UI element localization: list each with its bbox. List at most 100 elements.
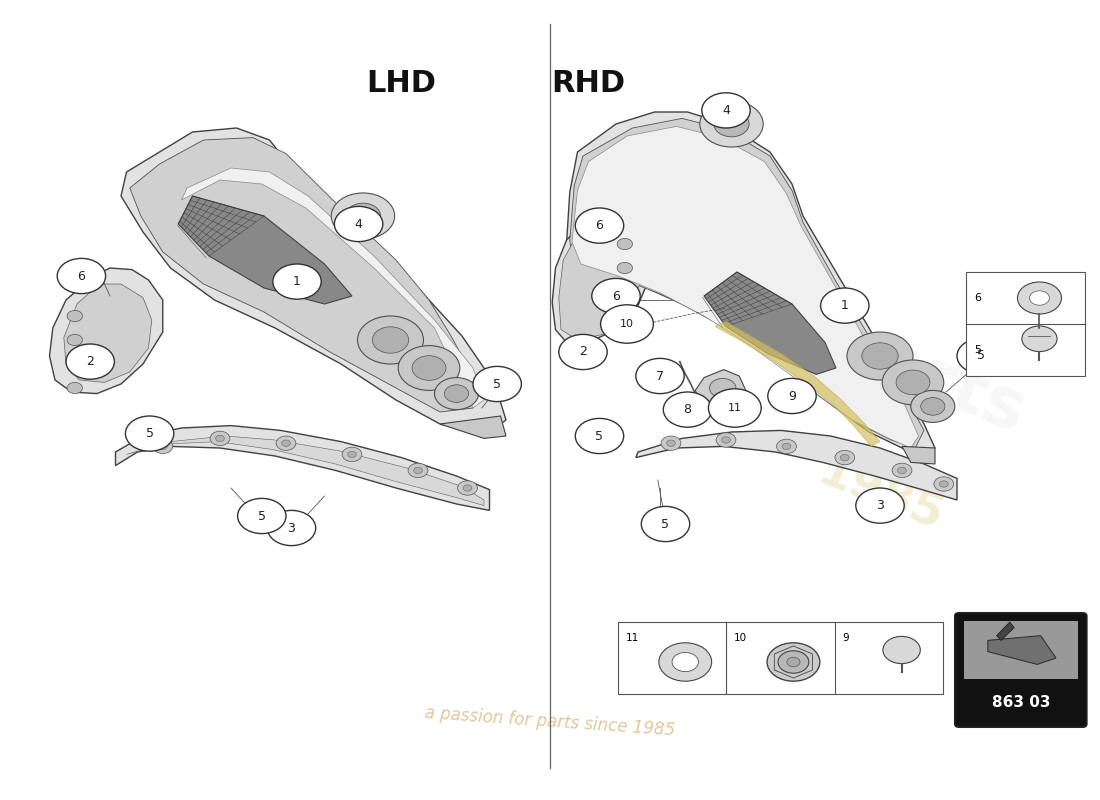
Circle shape	[708, 389, 761, 427]
Circle shape	[636, 358, 684, 394]
Circle shape	[408, 463, 428, 478]
Bar	[618, 622, 943, 694]
Circle shape	[345, 203, 381, 229]
Circle shape	[331, 193, 395, 239]
Text: 11: 11	[626, 634, 639, 643]
Circle shape	[334, 206, 383, 242]
Bar	[966, 272, 1085, 376]
Circle shape	[282, 440, 290, 446]
Polygon shape	[126, 436, 484, 506]
Text: 5: 5	[977, 350, 986, 362]
Text: 4: 4	[722, 104, 730, 117]
Text: RHD: RHD	[551, 70, 626, 98]
Circle shape	[1030, 290, 1049, 305]
Text: 6: 6	[77, 270, 86, 282]
Circle shape	[835, 450, 855, 465]
Circle shape	[862, 342, 899, 369]
Text: 6: 6	[595, 219, 604, 232]
Text: 9: 9	[788, 390, 796, 402]
Text: eurosports: eurosports	[615, 225, 1035, 447]
Circle shape	[911, 390, 955, 422]
Circle shape	[412, 356, 446, 380]
Circle shape	[921, 398, 945, 415]
Polygon shape	[902, 446, 935, 464]
Circle shape	[348, 451, 356, 458]
Text: 10: 10	[620, 319, 634, 329]
Text: 10: 10	[734, 634, 747, 643]
Text: 7: 7	[656, 370, 664, 382]
Circle shape	[710, 378, 736, 398]
Polygon shape	[572, 126, 918, 448]
Circle shape	[661, 436, 681, 450]
Polygon shape	[440, 416, 506, 438]
Text: 9: 9	[843, 634, 849, 643]
Circle shape	[238, 498, 286, 534]
Circle shape	[617, 238, 632, 250]
Polygon shape	[116, 426, 490, 510]
Polygon shape	[50, 268, 163, 394]
Circle shape	[939, 481, 948, 487]
Circle shape	[153, 439, 173, 454]
Circle shape	[66, 344, 114, 379]
Text: 5: 5	[661, 518, 670, 530]
Polygon shape	[566, 112, 935, 456]
Text: LHD: LHD	[366, 70, 437, 98]
Text: 11: 11	[728, 403, 741, 413]
Circle shape	[458, 481, 477, 495]
Circle shape	[883, 637, 921, 664]
Polygon shape	[64, 284, 152, 382]
Bar	[964, 622, 1078, 678]
Text: 2: 2	[86, 355, 95, 368]
Circle shape	[882, 360, 944, 405]
Circle shape	[892, 463, 912, 478]
Circle shape	[667, 440, 675, 446]
Polygon shape	[704, 272, 836, 374]
Text: 6: 6	[975, 293, 981, 303]
Circle shape	[1022, 326, 1057, 352]
Circle shape	[67, 310, 82, 322]
Circle shape	[663, 392, 712, 427]
Circle shape	[358, 316, 424, 364]
Circle shape	[342, 447, 362, 462]
Circle shape	[702, 93, 750, 128]
Text: 1985: 1985	[811, 450, 949, 542]
Circle shape	[659, 643, 712, 682]
Circle shape	[67, 358, 82, 370]
Text: 5: 5	[493, 378, 502, 390]
Circle shape	[158, 443, 167, 450]
Circle shape	[898, 467, 906, 474]
Circle shape	[463, 485, 472, 491]
Polygon shape	[121, 128, 506, 436]
Polygon shape	[559, 224, 643, 340]
Text: 5: 5	[975, 345, 981, 355]
Polygon shape	[130, 138, 473, 412]
Polygon shape	[552, 208, 654, 342]
Circle shape	[896, 370, 929, 394]
Circle shape	[768, 378, 816, 414]
Circle shape	[934, 477, 954, 491]
Circle shape	[821, 288, 869, 323]
Circle shape	[444, 385, 469, 402]
Polygon shape	[182, 168, 484, 408]
Circle shape	[67, 334, 82, 346]
Circle shape	[847, 332, 913, 380]
Circle shape	[267, 510, 316, 546]
Circle shape	[782, 443, 791, 450]
Circle shape	[617, 286, 632, 298]
Circle shape	[216, 435, 224, 442]
FancyBboxPatch shape	[955, 613, 1087, 727]
Circle shape	[575, 208, 624, 243]
Text: 4: 4	[354, 218, 363, 230]
Circle shape	[617, 262, 632, 274]
Circle shape	[767, 643, 820, 682]
Text: 8: 8	[683, 403, 692, 416]
Circle shape	[856, 488, 904, 523]
Circle shape	[716, 433, 736, 447]
Circle shape	[1018, 282, 1062, 314]
Circle shape	[273, 264, 321, 299]
Circle shape	[473, 366, 521, 402]
Polygon shape	[636, 430, 957, 500]
Circle shape	[210, 431, 230, 446]
Circle shape	[57, 258, 106, 294]
Circle shape	[276, 436, 296, 450]
